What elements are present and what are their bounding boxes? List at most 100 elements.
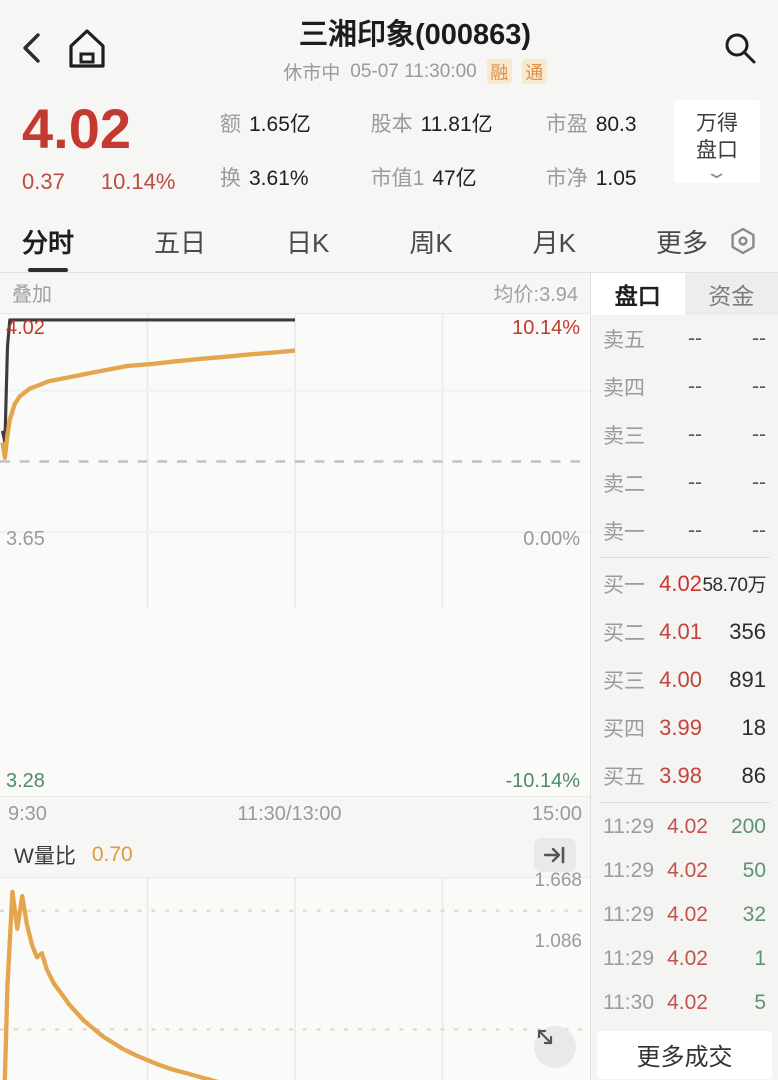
ask-level-label: 卖五	[603, 328, 645, 352]
header: 三湘印象(000863) 休市中 05-07 11:30:00 融 通	[0, 0, 778, 96]
margin-badge: 融	[486, 59, 512, 84]
chart-column: 叠加 均价:3.94 4.02 10.14% 3.65 0.00% 3.28 -…	[0, 273, 590, 1080]
price-change: 0.37	[22, 168, 65, 194]
bid-level-label: 买五	[603, 765, 645, 789]
subchart-header: W量比 0.70	[0, 833, 590, 877]
connect-badge: 通	[521, 59, 547, 84]
tab-五日[interactable]: 五日	[154, 227, 207, 258]
more-trades-button[interactable]: 更多成交	[597, 1030, 772, 1079]
quote-datetime: 05-07 11:30:00	[350, 60, 477, 82]
trade-price: 4.02	[667, 814, 708, 838]
bid-volume: 891	[729, 666, 766, 692]
ask-price: --	[688, 422, 702, 446]
ask-level-label: 卖四	[603, 376, 645, 400]
tab-日K[interactable]: 日K	[286, 227, 330, 258]
fullscreen-expand-icon[interactable]	[534, 1026, 576, 1068]
ask-level-label: 卖二	[603, 472, 645, 496]
bid-row[interactable]: 买三 4.00 891	[591, 656, 778, 704]
panel-tab-盘口[interactable]: 盘口	[591, 272, 685, 315]
chart-low-pct-label: -10.14%	[505, 769, 581, 792]
trade-volume: 200	[730, 814, 766, 838]
ask-price: --	[688, 326, 702, 350]
market-status: 休市中	[283, 63, 341, 84]
skip-to-latest-button[interactable]	[534, 837, 576, 872]
ask-volume: --	[752, 326, 766, 350]
bid-level-label: 买二	[603, 621, 645, 645]
panel-tab-资金[interactable]: 资金	[708, 282, 755, 309]
stat-pb: 市净 1.05	[545, 167, 637, 190]
time-tick-noon: 11:30/13:00	[237, 803, 342, 826]
bid-price: 4.02	[659, 570, 702, 596]
ask-level-label: 卖一	[603, 520, 645, 544]
page-title: 三湘印象(000863)	[298, 19, 532, 51]
volume-ratio-chart[interactable]: 1.668 1.086	[0, 870, 590, 1080]
trade-row[interactable]: 11:29 4.02 32	[591, 893, 778, 937]
trade-volume: 5	[754, 990, 766, 1014]
tab-更多[interactable]: 更多	[655, 227, 708, 258]
ask-price: --	[688, 374, 702, 398]
avg-price-label: 均价:3.94	[493, 284, 578, 307]
trade-row[interactable]: 11:29 4.02 200	[591, 805, 778, 849]
trade-price: 4.02	[667, 946, 708, 970]
wind-orderbook-button[interactable]: 万得 盘口 ⌄	[674, 100, 760, 183]
bid-level-label: 买三	[603, 669, 645, 693]
stat-amount: 额 1.65亿	[220, 113, 311, 136]
bid-level-label: 买四	[603, 717, 645, 741]
bid-row[interactable]: 买二 4.01 356	[591, 608, 778, 656]
ask-row[interactable]: 卖一 -- --	[591, 507, 778, 555]
bid-price: 4.01	[659, 618, 702, 644]
tab-月K[interactable]: 月K	[532, 227, 576, 258]
chart-low-label: 3.28	[6, 769, 45, 792]
ask-row[interactable]: 卖五 -- --	[591, 315, 778, 363]
home-icon[interactable]	[66, 26, 108, 70]
search-icon[interactable]	[722, 30, 758, 66]
trade-row[interactable]: 11:30 4.02 5	[591, 981, 778, 1025]
trade-time: 11:30	[603, 990, 654, 1014]
last-price: 4.02	[22, 97, 131, 160]
order-panel: 盘口 资金 卖五 -- -- 卖四 -- -- 卖三 -- -- 卖二 -- -- 卖一 -- -- 买一 4.…	[590, 272, 778, 1080]
bid-price: 3.98	[659, 762, 702, 788]
bid-price: 3.99	[659, 714, 702, 740]
ask-volume: --	[752, 470, 766, 494]
ask-row[interactable]: 卖二 -- --	[591, 459, 778, 507]
bid-volume: 86	[741, 762, 766, 788]
chevron-down-icon: ⌄	[704, 161, 730, 182]
overlay-button[interactable]: 叠加	[12, 284, 52, 307]
bid-price: 4.00	[659, 666, 702, 692]
ask-volume: --	[752, 422, 766, 446]
stat-market-cap: 市值1 47亿	[370, 167, 477, 190]
subchart-indicator-value: 0.70	[91, 842, 133, 866]
back-icon[interactable]	[20, 31, 44, 65]
bid-row[interactable]: 买五 3.98 86	[591, 752, 778, 800]
chart-settings-icon[interactable]	[728, 226, 758, 256]
trade-volume: 50	[742, 858, 766, 882]
bid-row[interactable]: 买四 3.99 18	[591, 704, 778, 752]
ask-price: --	[688, 470, 702, 494]
time-axis: 9:30 11:30/13:00 15:00	[0, 797, 590, 833]
bid-row[interactable]: 买一 4.02 58.70万	[591, 560, 778, 608]
bid-volume: 58.70万	[702, 575, 766, 597]
intraday-chart[interactable]: 4.02 10.14% 3.65 0.00% 3.28 -10.14%	[0, 312, 590, 797]
trade-time: 11:29	[603, 946, 654, 970]
trade-volume: 32	[742, 902, 766, 926]
time-tick-close: 15:00	[531, 803, 582, 826]
subchart-indicator-label[interactable]: W量比	[14, 844, 76, 868]
trade-price: 4.02	[667, 858, 708, 882]
tab-分时[interactable]: 分时	[20, 213, 76, 270]
stats-grid: 额 1.65亿 换 3.61% 股本 11.81亿 市值1 47亿 市盈 80.3 市净 1…	[220, 100, 668, 192]
divider	[599, 556, 770, 558]
time-tick-open: 9:30	[8, 803, 47, 826]
bid-level-label: 买一	[603, 573, 645, 597]
trade-row[interactable]: 11:29 4.02 50	[591, 849, 778, 893]
trade-time: 11:29	[603, 814, 654, 838]
ask-row[interactable]: 卖四 -- --	[591, 363, 778, 411]
ask-row[interactable]: 卖三 -- --	[591, 411, 778, 459]
tab-周K[interactable]: 周K	[409, 227, 453, 258]
trade-row[interactable]: 11:29 4.02 1	[591, 937, 778, 981]
stat-pe: 市盈 80.3	[545, 113, 637, 136]
trade-time: 11:29	[603, 902, 654, 926]
stat-shares: 股本 11.81亿	[370, 113, 493, 136]
trade-volume: 1	[754, 946, 766, 970]
trade-time: 11:29	[603, 858, 654, 882]
